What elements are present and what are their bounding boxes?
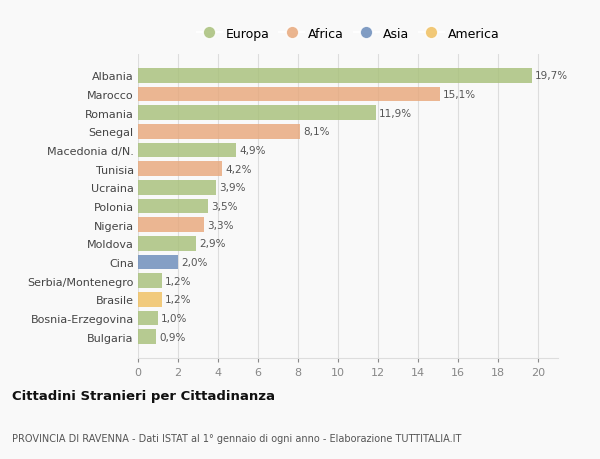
Text: 2,0%: 2,0% [181,257,208,268]
Bar [138,274,162,288]
Text: 19,7%: 19,7% [535,71,568,81]
Text: 11,9%: 11,9% [379,108,412,118]
Bar [138,125,300,139]
Bar [138,218,204,232]
Text: 1,2%: 1,2% [165,276,191,286]
Bar [138,162,222,177]
Bar [138,181,216,195]
Text: 3,5%: 3,5% [211,202,238,212]
Text: 2,9%: 2,9% [199,239,226,249]
Text: 1,2%: 1,2% [165,295,191,305]
Text: 0,9%: 0,9% [159,332,185,342]
Text: 15,1%: 15,1% [443,90,476,100]
Text: Cittadini Stranieri per Cittadinanza: Cittadini Stranieri per Cittadinanza [12,389,275,403]
Bar [138,199,208,214]
Bar [138,236,196,251]
Bar [138,255,178,270]
Bar [138,292,162,307]
Legend: Europa, Africa, Asia, America: Europa, Africa, Asia, America [194,25,502,43]
Bar [138,106,376,121]
Text: 4,2%: 4,2% [225,164,251,174]
Text: 4,9%: 4,9% [239,146,265,156]
Text: 1,0%: 1,0% [161,313,187,323]
Bar [138,330,156,344]
Bar [138,88,440,102]
Text: 3,9%: 3,9% [219,183,245,193]
Text: 8,1%: 8,1% [303,127,329,137]
Text: 3,3%: 3,3% [207,220,233,230]
Bar [138,311,158,325]
Bar [138,143,236,158]
Text: PROVINCIA DI RAVENNA - Dati ISTAT al 1° gennaio di ogni anno - Elaborazione TUTT: PROVINCIA DI RAVENNA - Dati ISTAT al 1° … [12,433,461,442]
Bar [138,69,532,84]
